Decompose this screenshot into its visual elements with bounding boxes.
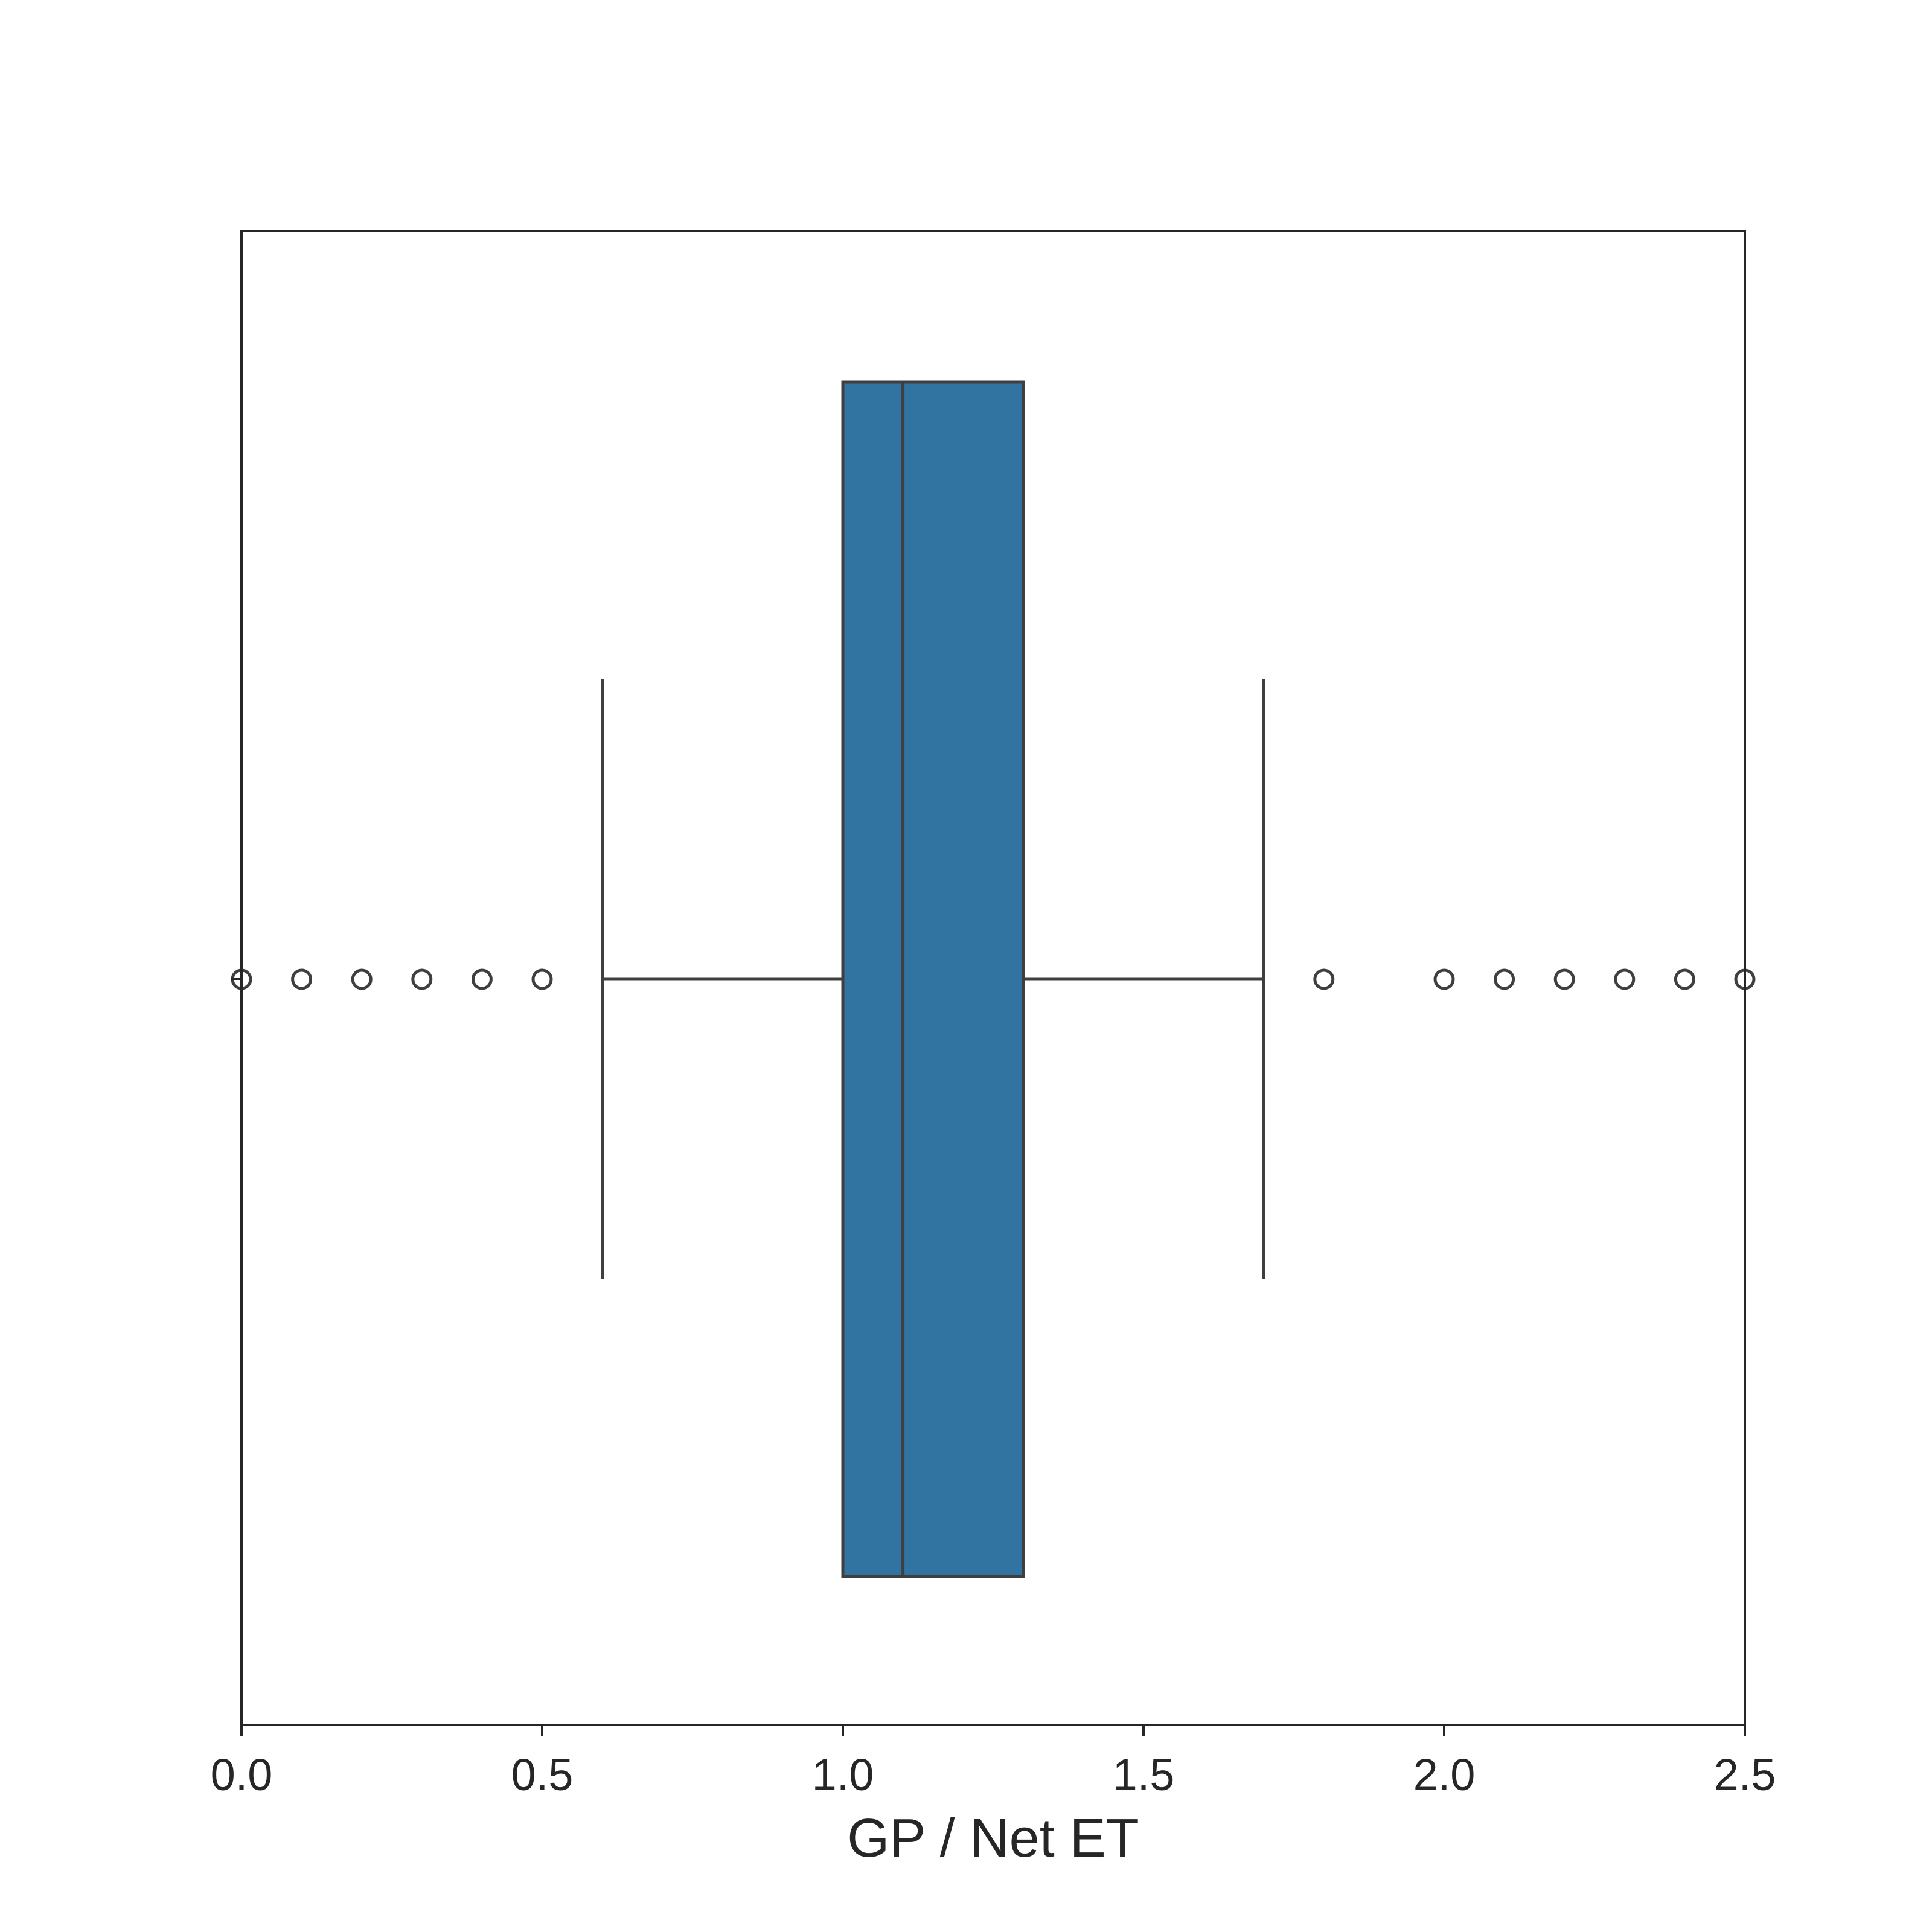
x-tick-label: 2.5: [1714, 1750, 1776, 1800]
outlier-point: [471, 968, 493, 990]
plot-layer: [231, 380, 1756, 1578]
iqr-box: [841, 380, 1025, 1578]
outlier-point: [411, 968, 433, 990]
x-axis-label: GP / Net ET: [847, 1808, 1139, 1869]
x-tick-label: 1.5: [1113, 1750, 1175, 1800]
outlier-point: [531, 968, 553, 990]
x-tick-label: 2.0: [1413, 1750, 1476, 1800]
outlier-point: [1433, 968, 1455, 990]
outlier-point: [291, 968, 313, 990]
outlier-point: [351, 968, 373, 990]
axes-frame-group: [231, 230, 1746, 1726]
outlier-point: [1614, 968, 1636, 990]
x-tick-label: 0.5: [511, 1750, 574, 1800]
outlier-point: [1494, 968, 1515, 990]
outlier-point: [1313, 968, 1335, 990]
x-tick-label: 0.0: [211, 1750, 273, 1800]
x-ticks-group: 0.0 0.5 1.0 1.5 2.0 2.5: [211, 1725, 1776, 1800]
x-tick-label: 1.0: [812, 1750, 874, 1800]
outlier-point: [1674, 968, 1695, 990]
outlier-point: [1553, 968, 1575, 990]
